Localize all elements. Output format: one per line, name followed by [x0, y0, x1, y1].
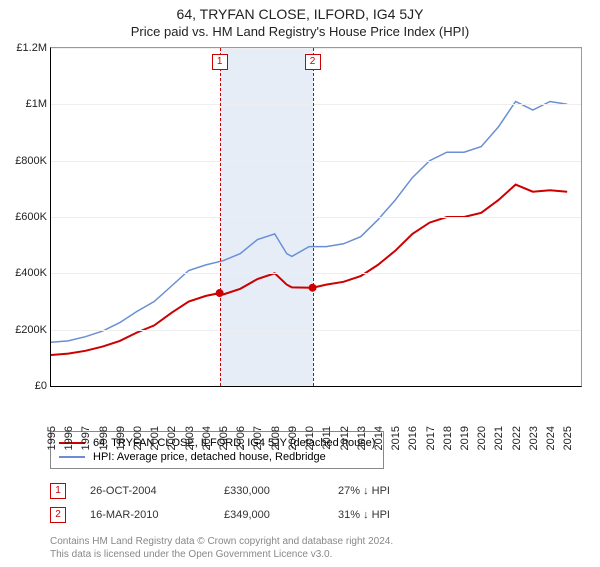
x-axis-label: 2008	[268, 426, 282, 450]
x-axis-label: 2015	[388, 426, 402, 450]
transaction-price: £330,000	[224, 485, 314, 497]
x-axis-label: 2022	[509, 426, 523, 450]
x-axis-label: 2017	[423, 426, 437, 450]
x-axis-label: 2019	[457, 426, 471, 450]
x-axis-label: 2005	[216, 426, 230, 450]
x-axis-label: 1995	[44, 426, 58, 450]
gridline	[51, 217, 581, 218]
title-block: 64, TRYFAN CLOSE, ILFORD, IG4 5JY Price …	[0, 0, 600, 41]
transaction-flag: 2	[50, 507, 66, 523]
transaction-date: 26-OCT-2004	[90, 485, 200, 497]
page-title: 64, TRYFAN CLOSE, ILFORD, IG4 5JY	[0, 6, 600, 22]
x-axis-label: 2024	[543, 426, 557, 450]
x-axis-label: 2001	[147, 426, 161, 450]
y-axis-label: £200K	[15, 324, 51, 336]
x-axis-label: 1999	[113, 426, 127, 450]
marker-flag: 1	[212, 54, 228, 70]
x-axis-label: 2021	[491, 426, 505, 450]
price-chart: 1995199619971998199920002001200220032004…	[50, 47, 582, 387]
legend-swatch	[59, 456, 85, 458]
y-axis-label: £400K	[15, 267, 51, 279]
series-hpi	[51, 102, 567, 343]
gridline	[51, 330, 581, 331]
x-axis-label: 2014	[371, 426, 385, 450]
x-axis-label: 2025	[560, 426, 574, 450]
x-axis-label: 2016	[405, 426, 419, 450]
transaction-delta: 27% ↓ HPI	[338, 485, 428, 497]
x-axis-label: 2007	[250, 426, 264, 450]
transaction-flag: 1	[50, 483, 66, 499]
y-axis-label: £0	[35, 380, 51, 392]
transaction-row: 2 16-MAR-2010 £349,000 31% ↓ HPI	[50, 503, 582, 527]
gridline	[51, 161, 581, 162]
page: 64, TRYFAN CLOSE, ILFORD, IG4 5JY Price …	[0, 0, 600, 561]
x-axis-label: 2000	[130, 426, 144, 450]
x-axis-label: 2018	[440, 426, 454, 450]
footer-line-1: Contains HM Land Registry data © Crown c…	[50, 535, 582, 548]
x-axis-label: 2003	[182, 426, 196, 450]
x-axis-label: 2013	[354, 426, 368, 450]
marker-line	[220, 48, 221, 386]
gridline	[51, 273, 581, 274]
x-axis-label: 2010	[302, 426, 316, 450]
transaction-price: £349,000	[224, 509, 314, 521]
x-axis-label: 1997	[78, 426, 92, 450]
x-axis-label: 1996	[61, 426, 75, 450]
x-axis-label: 2004	[199, 426, 213, 450]
x-axis-label: 2002	[164, 426, 178, 450]
y-axis-label: £1.2M	[16, 42, 51, 54]
transaction-row: 1 26-OCT-2004 £330,000 27% ↓ HPI	[50, 479, 582, 503]
y-axis-label: £600K	[15, 211, 51, 223]
footer: Contains HM Land Registry data © Crown c…	[50, 535, 582, 561]
x-axis-label: 2011	[319, 426, 333, 450]
y-axis-label: £1M	[26, 98, 51, 110]
transaction-delta: 31% ↓ HPI	[338, 509, 428, 521]
x-axis-labels: 1995199619971998199920002001200220032004…	[51, 386, 581, 426]
gridline	[51, 104, 581, 105]
footer-line-2: This data is licensed under the Open Gov…	[50, 548, 582, 561]
transactions-table: 1 26-OCT-2004 £330,000 27% ↓ HPI 2 16-MAR-201…	[50, 479, 582, 527]
x-axis-label: 2020	[474, 426, 488, 450]
legend-label: HPI: Average price, detached house, Redb…	[93, 451, 326, 463]
x-axis-label: 2009	[285, 426, 299, 450]
y-axis-label: £800K	[15, 155, 51, 167]
gridline	[51, 48, 581, 49]
x-axis-label: 1998	[96, 426, 110, 450]
marker-line	[313, 48, 314, 386]
x-axis-label: 2006	[233, 426, 247, 450]
x-axis-label: 2012	[337, 426, 351, 450]
legend-row: HPI: Average price, detached house, Redb…	[59, 450, 375, 464]
page-subtitle: Price paid vs. HM Land Registry's House …	[0, 24, 600, 39]
x-axis-label: 2023	[526, 426, 540, 450]
marker-flag: 2	[305, 54, 321, 70]
transaction-date: 16-MAR-2010	[90, 509, 200, 521]
